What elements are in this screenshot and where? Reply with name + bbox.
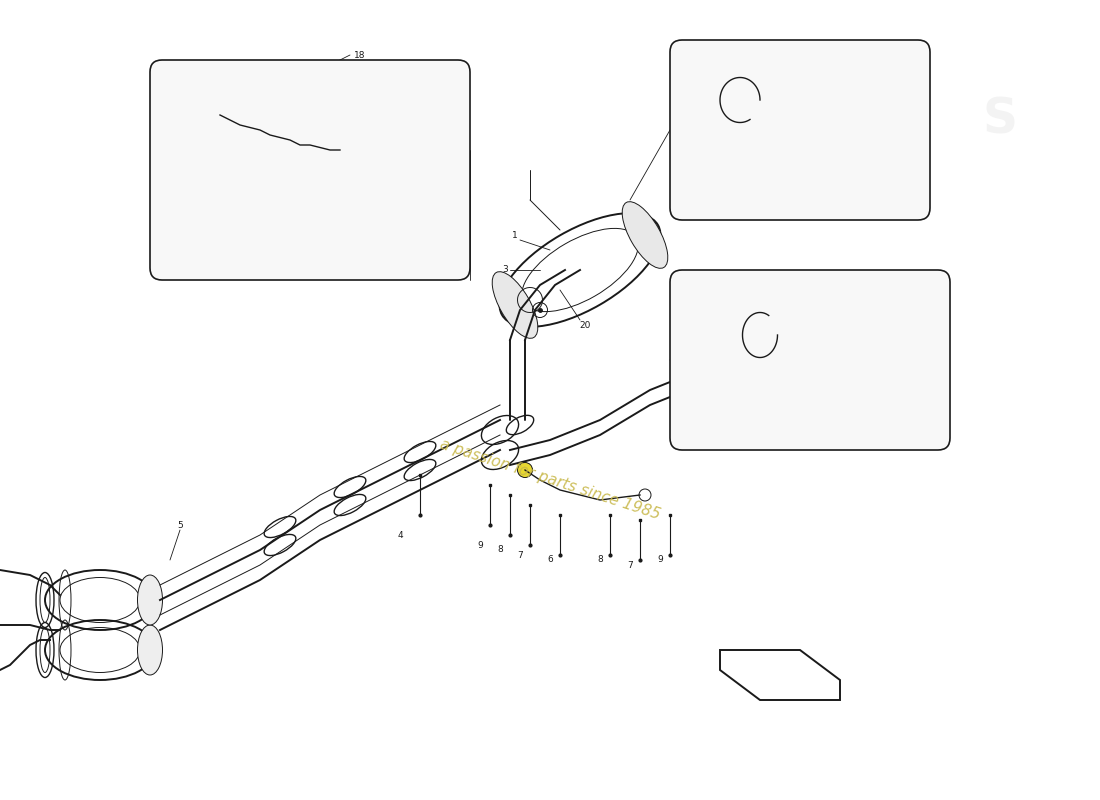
Text: S: S <box>982 96 1018 144</box>
Ellipse shape <box>254 104 266 116</box>
Text: 2: 2 <box>762 401 768 410</box>
Text: 17: 17 <box>244 195 255 205</box>
Ellipse shape <box>492 272 538 338</box>
FancyBboxPatch shape <box>670 40 930 220</box>
Text: 11: 11 <box>690 121 701 130</box>
Ellipse shape <box>314 104 326 116</box>
Text: 20: 20 <box>580 321 591 330</box>
Text: 20: 20 <box>714 366 726 374</box>
Text: 5: 5 <box>177 521 183 530</box>
Ellipse shape <box>836 78 864 122</box>
Ellipse shape <box>705 308 735 382</box>
FancyBboxPatch shape <box>670 270 950 450</box>
Ellipse shape <box>138 625 163 675</box>
Text: 6: 6 <box>547 555 553 565</box>
Text: 1: 1 <box>513 230 518 239</box>
Ellipse shape <box>866 313 894 358</box>
Text: a passion for parts since 1985: a passion for parts since 1985 <box>438 437 662 523</box>
Ellipse shape <box>865 298 895 372</box>
Ellipse shape <box>346 153 374 198</box>
Text: 19: 19 <box>680 61 691 70</box>
Ellipse shape <box>186 142 214 187</box>
Text: 7: 7 <box>517 550 522 559</box>
Ellipse shape <box>138 575 163 625</box>
Text: 13: 13 <box>820 366 830 374</box>
Text: 13: 13 <box>784 126 795 134</box>
Text: 12: 12 <box>904 361 915 370</box>
Text: 14: 14 <box>179 210 190 219</box>
Text: 8: 8 <box>597 555 603 565</box>
FancyBboxPatch shape <box>150 60 470 280</box>
Text: 15: 15 <box>209 170 221 179</box>
Ellipse shape <box>517 462 532 478</box>
Text: 14: 14 <box>350 226 361 234</box>
Ellipse shape <box>766 66 774 74</box>
Ellipse shape <box>623 202 668 268</box>
Text: 19: 19 <box>680 286 691 294</box>
Text: 8: 8 <box>497 546 503 554</box>
Text: 3: 3 <box>502 266 508 274</box>
Text: 4: 4 <box>397 530 403 539</box>
Text: 10: 10 <box>684 361 695 370</box>
Text: 9: 9 <box>657 555 663 565</box>
Text: 9: 9 <box>477 541 483 550</box>
Text: 7: 7 <box>627 561 632 570</box>
Text: 10: 10 <box>849 130 860 139</box>
Text: 18: 18 <box>354 50 365 59</box>
Text: 16: 16 <box>305 215 316 225</box>
